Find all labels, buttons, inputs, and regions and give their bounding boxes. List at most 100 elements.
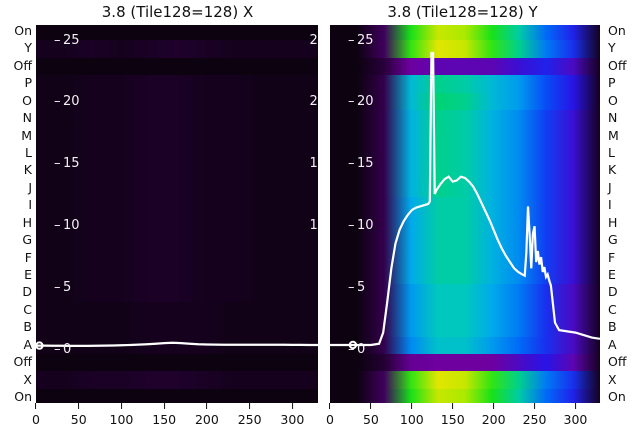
heatmap-row-a-18 <box>330 336 600 355</box>
y-tick-label-j-9: J <box>28 179 32 195</box>
heatmap-row-b-17 <box>36 318 318 337</box>
x-tick-250: 250 <box>523 403 546 427</box>
y-tick-label-g-12: G <box>608 232 618 248</box>
y-tick-label-f-13: F <box>24 249 32 265</box>
inner-y-tick-15: –15 <box>54 156 80 172</box>
profile-origin-marker <box>348 340 358 350</box>
y-tick-label-y-1: Y <box>24 40 32 56</box>
y-tick-label-b-17: B <box>23 319 32 335</box>
y-tick-label-y-1: Y <box>608 40 616 56</box>
profile-path <box>36 341 318 347</box>
y-tick-label-h-11: H <box>608 214 618 230</box>
heatmap-row-j-9 <box>330 179 600 198</box>
heatmap-row-m-6 <box>36 126 318 145</box>
y-tick-label-i-10: I <box>28 197 32 213</box>
heatmap-row-i-10 <box>36 196 318 215</box>
inner-y-tick-right-10: 10 <box>309 218 318 234</box>
x-tick-100: 100 <box>110 403 133 427</box>
x-tick-50: 50 <box>363 403 379 427</box>
y-tick-label-off-2: Off <box>608 57 627 73</box>
y-tick-label-m-6: M <box>608 127 619 143</box>
heatmap-row-off-2 <box>36 57 318 76</box>
y-tick-label-p-3: P <box>24 75 32 91</box>
heatmap-row-off-19 <box>330 353 600 372</box>
y-tick-label-m-6: M <box>21 127 32 143</box>
y-tick-label-i-10: I <box>608 197 612 213</box>
panel-title-x: 3.8 (Tile128=128) X <box>101 3 254 21</box>
inner-y-tick-25: –25 <box>348 32 374 48</box>
y-tick-label-a-18: A <box>23 336 32 352</box>
x-axis-right: 0 50 100 150 200 250 300 <box>326 403 600 439</box>
inner-y-tick-15: –15 <box>348 156 374 172</box>
x-tick-100: 100 <box>400 403 424 427</box>
x-tick-300: 300 <box>564 403 587 427</box>
heatmap-panel-x[interactable]: –2525–2020–1515–1010–55–00 <box>36 25 318 403</box>
heatmap-row-c-16 <box>36 301 318 320</box>
heatmap-row-off-2 <box>330 57 600 76</box>
heatmap-row-h-11 <box>36 214 318 233</box>
y-tick-label-on-0: On <box>608 23 626 38</box>
heatmap-row-h-11 <box>330 214 600 233</box>
y-tick-label-off-19: Off <box>608 354 627 370</box>
inner-y-tick-5: –5 <box>54 280 72 296</box>
x-tick-50: 50 <box>71 403 87 427</box>
y-tick-label-p-3: P <box>608 75 616 91</box>
heatmap-row-p-3 <box>36 74 318 93</box>
heatmap-row-y-1 <box>330 39 600 58</box>
x-tick-200: 200 <box>482 403 506 427</box>
y-tick-label-f-13: F <box>608 249 616 265</box>
x-tick-150: 150 <box>152 403 176 427</box>
inner-y-tick-right-25: 25 <box>309 32 318 48</box>
heatmap-row-n-5 <box>36 109 318 128</box>
heatmap-row-y-1 <box>36 39 318 58</box>
heatmap-row-on-21 <box>36 388 318 403</box>
heatmap-row-m-6 <box>330 126 600 145</box>
inner-y-tick-10: –10 <box>348 218 374 234</box>
heatmap-row-k-8 <box>36 161 318 180</box>
heatmap-row-x-20 <box>36 370 318 389</box>
heatmap-row-i-10 <box>330 196 600 215</box>
profile-origin-marker <box>36 341 44 350</box>
x-axis-left: 0 50 100 150 200 250 300 <box>32 403 318 439</box>
heatmap-panel-y[interactable]: –25 –20 –15 –10 –5 –0 <box>330 25 600 403</box>
y-axis-category-ticks-right: On Y Off P O N M L K J I H G F E D C B A Off X On <box>604 23 638 404</box>
y-tick-label-e-14: E <box>24 267 32 282</box>
heatmap-row-on-0 <box>330 25 600 41</box>
inner-y-tick-right-15: 15 <box>309 156 318 172</box>
y-tick-label-l-7: L <box>608 145 615 160</box>
inner-y-tick-20: –20 <box>348 94 374 110</box>
y-tick-label-a-18: A <box>608 336 617 352</box>
y-tick-label-x-20: X <box>23 371 32 387</box>
heatmap-row-off-19 <box>36 353 318 372</box>
inner-y-tick-20: –20 <box>54 94 80 110</box>
panel-title-y: 3.8 (Tile128=128) Y <box>387 3 538 21</box>
heatmap-row-e-14 <box>36 266 318 285</box>
heatmap-row-p-3 <box>330 74 600 93</box>
y-tick-label-g-12: G <box>22 232 32 248</box>
heatmap-row-o-4 <box>36 92 318 111</box>
y-tick-label-c-16: C <box>608 301 617 317</box>
heatmap-row-b-17 <box>330 318 600 337</box>
y-tick-label-on-21: On <box>14 389 32 404</box>
profile-path <box>330 51 600 347</box>
heatmap-row-n-5 <box>330 109 600 128</box>
y-tick-label-d-15: D <box>608 284 618 300</box>
y-tick-label-o-4: O <box>22 92 32 108</box>
heatmap-row-j-9 <box>36 179 318 198</box>
heatmap-row-e-14 <box>330 266 600 285</box>
x-tick-250: 250 <box>238 403 262 427</box>
y-tick-label-j-9: J <box>608 179 612 195</box>
y-tick-label-c-16: C <box>23 301 32 317</box>
inner-y-tick-10: –10 <box>54 218 80 234</box>
y-tick-label-l-7: L <box>25 145 32 160</box>
y-tick-label-on-0: On <box>14 23 32 38</box>
heatmap-row-c-16 <box>330 301 600 320</box>
heatmap-row-d-15 <box>330 283 600 302</box>
x-tick-300: 300 <box>280 403 304 427</box>
y-tick-label-n-5: N <box>22 110 32 126</box>
overlay-profile-curve-y <box>330 51 600 350</box>
y-tick-label-on-21: On <box>608 389 626 404</box>
heatmap-row-x-20 <box>330 370 600 389</box>
inner-y-tick-right-20: 20 <box>309 94 318 110</box>
